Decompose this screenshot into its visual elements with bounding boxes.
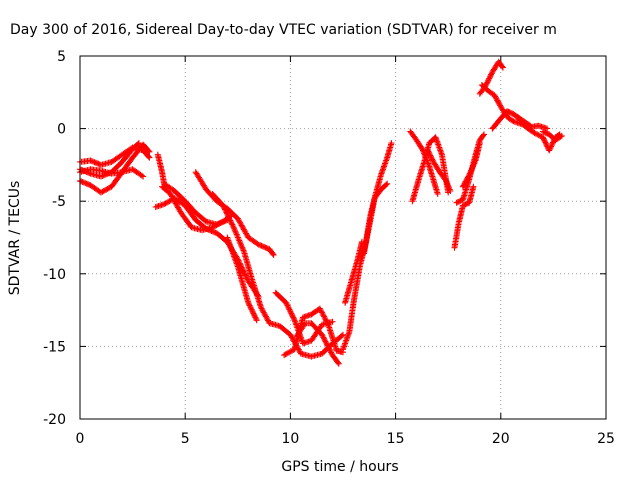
data-point-track — [539, 128, 565, 144]
data-point-track — [476, 58, 506, 97]
data-point-track — [209, 190, 346, 360]
data-point-track — [224, 234, 260, 324]
x-axis-label: GPS time / hours — [281, 459, 398, 475]
x-tick-label: 0 — [76, 431, 85, 447]
x-tick-label: 15 — [387, 431, 405, 447]
x-tick-label: 10 — [281, 431, 299, 447]
data-point-track — [424, 145, 454, 194]
plot-frame — [79, 55, 607, 420]
y-axis-label: SDTVAR / TECUs — [7, 181, 23, 296]
data-point-track — [293, 320, 342, 367]
data-points — [77, 58, 565, 367]
data-point-track — [342, 238, 365, 306]
data-point-track — [192, 169, 277, 258]
axis-ticks: 0 5 10 15 20 25 -20 -15 -10 -5 0 5 — [43, 49, 615, 447]
chart-title: Day 300 of 2016, Sidereal Day-to-day VTE… — [10, 22, 557, 38]
data-point-track — [514, 114, 563, 154]
data-point-track — [159, 183, 235, 234]
data-point-track — [361, 180, 391, 257]
y-tick-label: 0 — [57, 122, 66, 138]
y-tick-label: -15 — [43, 339, 66, 355]
y-tick-label: 5 — [57, 49, 66, 65]
data-point-track — [459, 140, 483, 190]
x-tick-label: 20 — [492, 431, 510, 447]
x-tick-label: 5 — [181, 431, 190, 447]
grid — [80, 56, 606, 419]
x-tick-label: 25 — [597, 431, 615, 447]
y-tick-label: -20 — [43, 412, 66, 428]
data-point-track — [340, 140, 395, 353]
data-point-track — [478, 82, 551, 132]
y-tick-label: -5 — [52, 194, 66, 210]
y-tick-label: -10 — [43, 267, 66, 283]
data-point-track — [451, 183, 477, 251]
